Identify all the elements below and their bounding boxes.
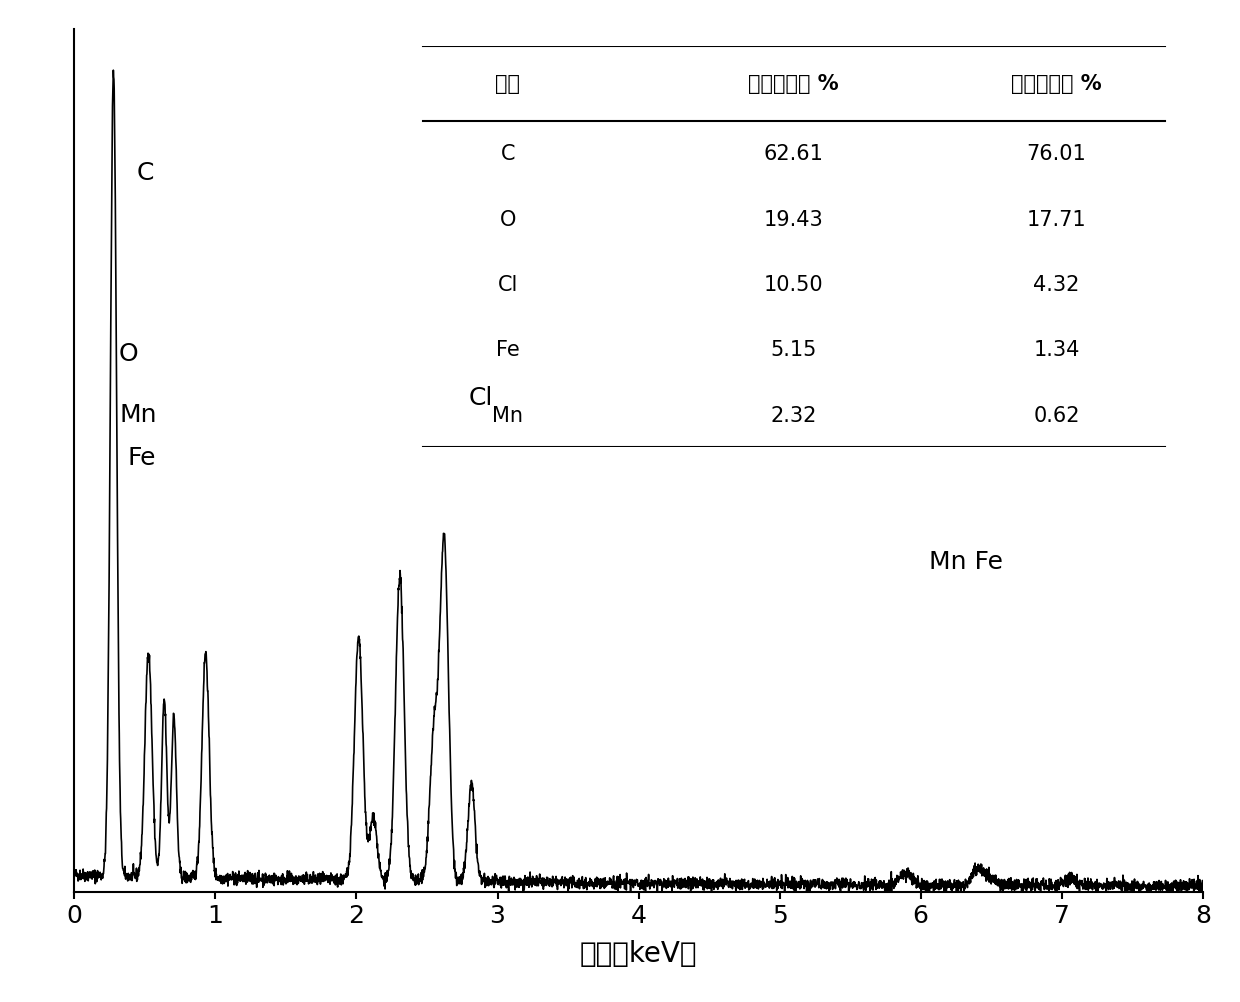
X-axis label: 能量（keV）: 能量（keV） [580,939,697,967]
Text: Cl: Cl [469,385,492,409]
Text: C: C [136,161,154,185]
Text: Mn: Mn [120,403,157,427]
Text: Fe: Fe [128,446,156,470]
Text: Mn Fe: Mn Fe [929,549,1003,573]
Text: O: O [119,342,139,366]
